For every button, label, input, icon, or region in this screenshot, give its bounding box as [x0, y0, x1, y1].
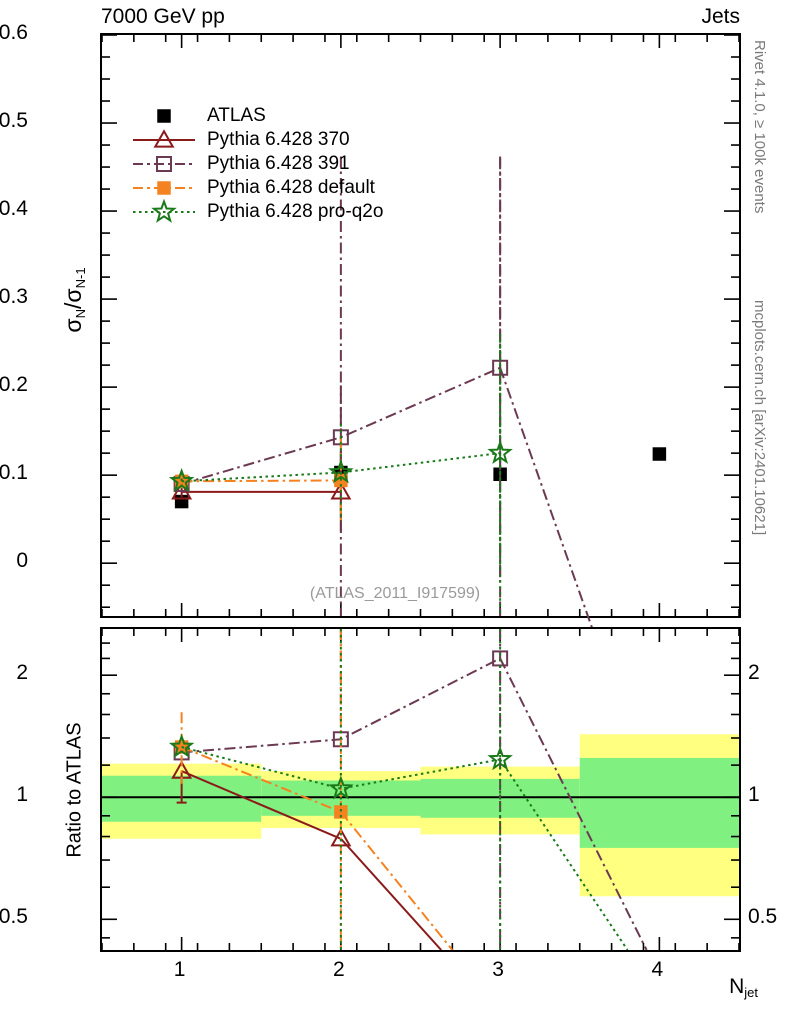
legend-marker-open-square: [156, 156, 172, 172]
legend-marker-open-triangle: [153, 129, 175, 148]
credit-rivet-version: Rivet 4.1.0, ≥ 100k events: [751, 40, 768, 214]
y-tick-label-ratio-left: 1: [16, 783, 28, 807]
legend-marker-filled-square: [157, 181, 171, 195]
y-tick-label-ratio-right: 0.5: [748, 905, 778, 929]
legend-item-atlas[interactable]: ATLAS: [133, 105, 383, 127]
ratio-plot-canvas: [102, 629, 739, 950]
y-tick-label-ratio-left: 0.5: [0, 905, 28, 929]
x-axis-label-sub: jet: [744, 985, 758, 1000]
band-green: [579, 757, 739, 848]
series-pythia-6-428-pro-q2o: [168, 334, 513, 616]
legend-marker-filled-square: [157, 109, 171, 123]
ratio-point-marker: [334, 805, 348, 819]
x-tick-label: 1: [173, 958, 186, 981]
series-ratio-pythia-6-428-pro-q2o: [168, 629, 629, 950]
y-tick-label-main: 0.2: [0, 373, 28, 397]
y-axis-label-ratio: Ratio to ATLAS: [63, 722, 86, 858]
legend: ATLAS Pythia 6.428 370 Pythia 6.428 391 Pyt…: [133, 105, 383, 225]
legend-item-label: Pythia 6.428 pro-q2o: [207, 201, 384, 222]
legend-key-swatch: [133, 198, 195, 223]
y-tick-label-main: 0.5: [0, 109, 28, 133]
x-tick-label: 3: [492, 958, 504, 981]
series-ratio-pythia-6-428-370: [171, 760, 442, 950]
y-tick-label-ratio-left: 2: [16, 661, 28, 685]
ratio-point-marker: [168, 733, 195, 758]
legend-marker-open-star: [151, 198, 177, 223]
undefined: [102, 629, 739, 950]
x-axis-label: Njet: [729, 975, 758, 1000]
legend-marker-glyph: [157, 109, 171, 123]
legend-item-pythia-6-428-391[interactable]: Pythia 6.428 391: [133, 153, 383, 175]
uncertainty-bands: [102, 734, 739, 897]
main-plot-panel: [100, 33, 741, 828]
y-axis-label-divider: /σ: [60, 288, 86, 309]
legend-item-label: Pythia 6.428 370: [207, 129, 350, 150]
credit-source-url: mcplots.cern.ch [arXiv:2401.10621]: [751, 300, 768, 536]
data-point-marker: [652, 447, 667, 461]
legend-key-swatch: [133, 105, 195, 127]
legend-item-label: ATLAS: [207, 105, 266, 126]
legend-marker-glyph: [156, 156, 172, 172]
legend-marker-glyph: [153, 129, 175, 148]
legend-item-pythia-6-428-pro-q2o[interactable]: Pythia 6.428 pro-q2o: [133, 198, 384, 223]
data-point-marker: [174, 494, 189, 509]
y-tick-label-main: 0.1: [0, 461, 28, 485]
legend-marker-glyph: [151, 198, 177, 223]
y-tick-label-main: 0: [16, 549, 28, 573]
analysis-id-watermark: (ATLAS_2011_I917599): [309, 585, 481, 602]
y-axis-label-sub-nm1: N-1: [73, 267, 88, 289]
ratio-point-marker: [487, 745, 513, 771]
legend-key-swatch: [133, 129, 195, 151]
y-axis-label-sigma-n: σ: [60, 318, 86, 333]
legend-line-sample: [133, 139, 195, 141]
legend-line-sample: [133, 211, 195, 213]
legend-item-label: Pythia 6.428 default: [207, 177, 375, 198]
main-plot-canvas: [101, 34, 740, 828]
y-axis-label-sub-n: N: [73, 308, 88, 319]
legend-item-pythia-6-428-default[interactable]: Pythia 6.428 default: [133, 177, 383, 199]
legend-item-label: Pythia 6.428 391: [207, 153, 350, 174]
x-tick-label: 4: [651, 958, 664, 981]
y-tick-label-main: 0.3: [0, 285, 28, 309]
series-pythia-6-428-370: [171, 452, 352, 532]
legend-marker-glyph: [157, 181, 171, 195]
legend-key-swatch: [133, 153, 195, 175]
y-axis-label-main: σN/σN-1: [60, 220, 88, 380]
legend-item-pythia-6-428-370[interactable]: Pythia 6.428 370: [133, 129, 383, 151]
ratio-plot-panel: [100, 627, 741, 952]
y-tick-label-main: 0.4: [0, 197, 28, 221]
data-point-marker: [487, 439, 513, 465]
legend-line-sample: [133, 163, 195, 165]
header-collision-energy: 7000 GeV pp: [101, 5, 225, 28]
series-ratio-pythia-6-428-default: [174, 629, 454, 950]
undefined: [101, 34, 740, 616]
data-point-marker: [328, 459, 354, 484]
y-tick-label-ratio-right: 2: [748, 661, 760, 685]
legend-key-swatch: [133, 177, 195, 199]
y-tick-label-main: 0.6: [0, 21, 28, 44]
y-tick-label-ratio-right: 1: [748, 783, 760, 807]
x-tick-label: 2: [333, 958, 345, 981]
header-analysis-category: Jets: [701, 5, 740, 28]
data-point-marker: [168, 467, 195, 493]
x-axis-label-base: N: [729, 975, 745, 998]
ratio-point-marker: [328, 775, 354, 800]
